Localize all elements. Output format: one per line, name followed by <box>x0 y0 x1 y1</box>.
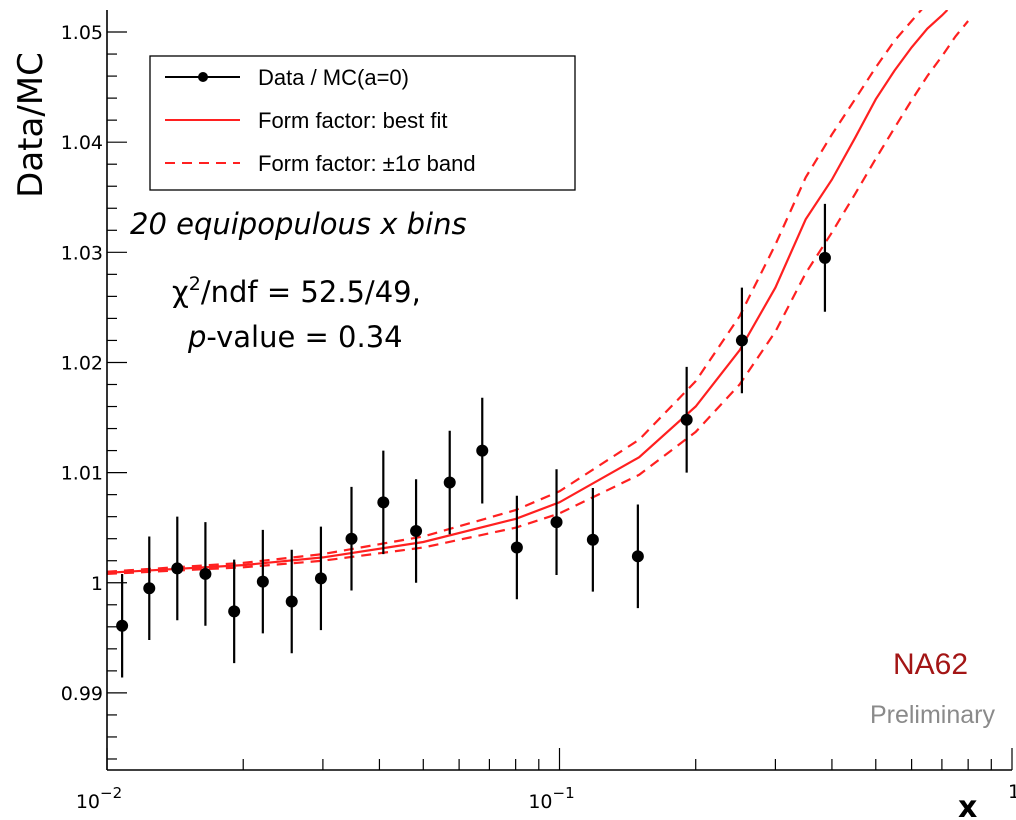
data-marker <box>199 567 212 580</box>
data-marker <box>818 251 831 264</box>
x-tick-exponent: −2 <box>100 784 122 802</box>
fit-curves <box>107 10 969 575</box>
preliminary-label: Preliminary <box>870 701 996 729</box>
data-point <box>476 397 489 504</box>
data-marker <box>586 533 599 546</box>
data-marker <box>377 496 390 509</box>
data-point <box>171 516 184 621</box>
legend: Data / MC(a=0) Form factor: best fit For… <box>149 55 576 191</box>
y-tick-label: 1 <box>91 573 103 595</box>
legend-data-marker <box>198 72 208 82</box>
chi2-symbol: χ <box>172 275 189 309</box>
legend-entry-data: Data / MC(a=0) <box>258 65 409 90</box>
data-point <box>285 549 298 654</box>
data-point <box>314 526 327 631</box>
data-marker <box>550 516 563 529</box>
data-points <box>116 203 831 678</box>
data-point <box>510 495 523 600</box>
chi2-superscript: 2 <box>189 273 201 295</box>
pvalue-annotation: p-value = 0.34 <box>187 320 403 354</box>
x-tick-label: 10−2 <box>76 784 122 813</box>
data-point <box>631 504 644 609</box>
x-tick-label: 10−1 <box>528 784 574 813</box>
data-point <box>143 536 156 641</box>
y-tick-label: 1.03 <box>61 242 103 264</box>
data-marker <box>476 444 489 457</box>
data-marker <box>510 541 523 554</box>
y-tick-label: 1.02 <box>61 352 103 374</box>
data-point <box>735 287 748 394</box>
x-axis-label: x <box>958 790 977 820</box>
data-point <box>410 479 423 583</box>
data-marker <box>256 575 269 588</box>
data-marker <box>228 605 241 618</box>
data-marker <box>631 550 644 563</box>
data-point <box>228 559 241 664</box>
bins-annotation: 20 equipopulous x bins <box>130 207 467 241</box>
legend-entry-band: Form factor: ±1σ band <box>258 151 476 176</box>
data-point <box>377 450 390 555</box>
data-marker <box>143 582 156 595</box>
legend-box <box>149 55 576 191</box>
data-point <box>550 469 563 576</box>
x-tick-base: 10 <box>76 791 100 813</box>
data-marker <box>680 413 693 426</box>
data-point <box>116 573 129 678</box>
data-point <box>818 203 831 312</box>
chi2-annotation: χ2/ndf = 52.5/49, <box>172 273 421 309</box>
y-tick-label: 1.05 <box>61 22 103 44</box>
x-tick-exponent: −1 <box>553 784 575 802</box>
curve-best-fit <box>107 10 949 574</box>
data-marker <box>285 595 298 608</box>
pvalue-value: -value = 0.34 <box>206 320 402 354</box>
experiment-name: NA62 <box>893 648 968 681</box>
data-point <box>199 522 212 626</box>
data-marker <box>171 562 184 575</box>
data-point <box>345 486 358 591</box>
y-tick-label: 1.01 <box>61 463 103 485</box>
data-marker <box>735 334 748 347</box>
pvalue-symbol: p <box>187 320 206 354</box>
chi2-value: /ndf = 52.5/49, <box>201 275 421 309</box>
y-tick-label: 0.99 <box>61 683 103 705</box>
data-marker <box>116 619 129 632</box>
x-tick-label: 1 <box>1008 781 1016 803</box>
data-point <box>586 488 599 592</box>
data-marker <box>410 524 423 537</box>
data-point <box>256 529 269 634</box>
y-axis-label: Data/MC <box>11 52 51 198</box>
curve-lower-sigma <box>107 20 969 575</box>
data-marker <box>345 532 358 545</box>
y-tick-label: 1.04 <box>61 132 103 154</box>
legend-entry-bestfit: Form factor: best fit <box>258 108 448 133</box>
data-marker <box>443 476 456 489</box>
data-marker <box>314 572 327 585</box>
data-point <box>443 430 456 535</box>
curve-upper-sigma <box>107 10 923 573</box>
data-point <box>680 366 693 473</box>
x-tick-base: 10 <box>528 791 552 813</box>
